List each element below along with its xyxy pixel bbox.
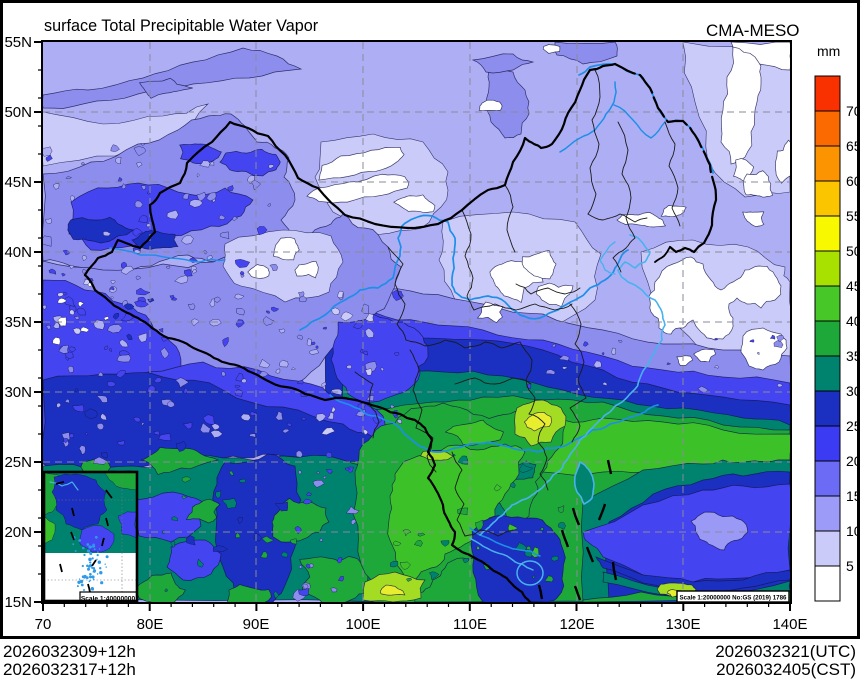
svg-text:5: 5 (846, 558, 854, 574)
svg-text:45: 45 (846, 278, 860, 294)
svg-text:60: 60 (846, 173, 860, 189)
svg-text:Scale 1:20000000 No:GS (2019): Scale 1:20000000 No:GS (2019) 1786 (680, 595, 788, 602)
svg-text:65: 65 (846, 138, 860, 154)
svg-text:10: 10 (846, 523, 860, 539)
svg-text:30: 30 (846, 383, 860, 399)
svg-text:70: 70 (846, 103, 860, 119)
svg-text:25: 25 (846, 418, 860, 434)
svg-text:35: 35 (846, 348, 860, 364)
svg-text:50: 50 (846, 243, 860, 259)
svg-text:20: 20 (846, 453, 860, 469)
svg-text:55: 55 (846, 208, 860, 224)
svg-text:mm: mm (817, 43, 840, 59)
svg-text:15: 15 (846, 488, 860, 504)
svg-text:Scale 1:40000000: Scale 1:40000000 (81, 596, 136, 603)
svg-text:40: 40 (846, 313, 860, 329)
